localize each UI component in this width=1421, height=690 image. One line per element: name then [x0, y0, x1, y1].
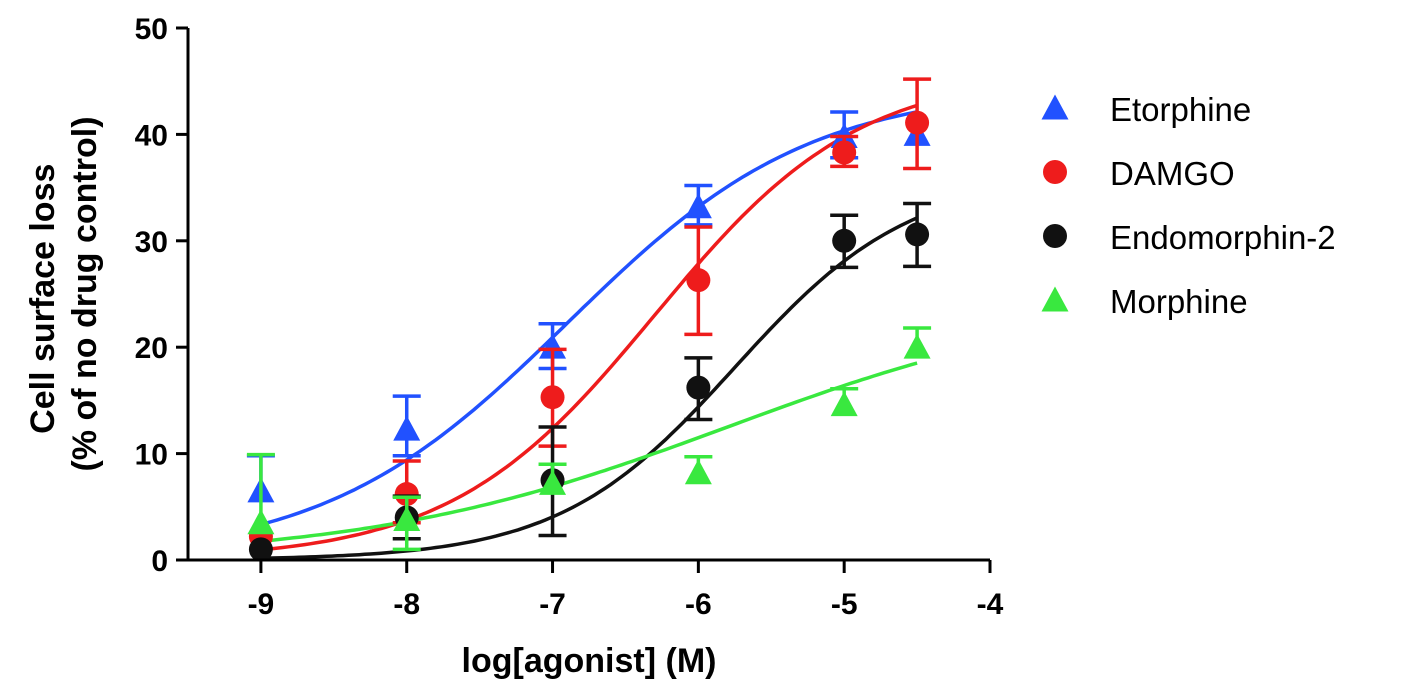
legend-label: Endomorphin-2: [1110, 219, 1336, 256]
morphine-point: [247, 509, 275, 535]
morphine-point: [684, 459, 712, 485]
y-tick-label: 30: [135, 226, 168, 259]
endomorphin-2-point: [905, 222, 930, 247]
x-tick-label: -6: [685, 588, 712, 621]
etorphine-point: [393, 415, 421, 441]
y-tick-label: 20: [135, 332, 168, 365]
x-ticks: -9 -8 -7 -6 -5 -4: [248, 560, 1004, 621]
y-tick-label: 0: [151, 545, 168, 578]
damgo-point: [686, 268, 711, 293]
legend-item-etorphine: Etorphine: [1041, 91, 1251, 128]
endomorphin-2-point: [832, 228, 857, 253]
legend-item-morphine: Morphine: [1041, 283, 1248, 320]
x-tick-label: -9: [248, 588, 275, 621]
axes: [186, 28, 990, 562]
y-tick-label: 40: [135, 119, 168, 152]
damgo-point: [905, 110, 930, 135]
legend-marker: [1041, 286, 1069, 312]
legend-label: Etorphine: [1110, 91, 1251, 128]
damgo-point: [832, 140, 857, 165]
damgo-point: [540, 385, 565, 410]
legend-marker: [1041, 94, 1069, 120]
etorphine-fit-curve: [260, 110, 918, 527]
legend-label: DAMGO: [1110, 155, 1235, 192]
etorphine-point: [684, 193, 712, 219]
etorphine-point: [539, 333, 567, 359]
morphine-series: [246, 326, 932, 552]
x-axis-title: log[agonist] (M): [462, 642, 717, 680]
y-axis-title: Cell surface loss (% of no drug control): [24, 116, 104, 471]
legend-item-damgo: DAMGO: [1043, 155, 1235, 192]
y-axis-title-line-2: (% of no drug control): [66, 116, 104, 471]
etorphine-series: [246, 110, 931, 503]
endomorphin-2-point: [686, 375, 711, 400]
morphine-point: [903, 333, 931, 359]
morphine-point: [830, 391, 858, 417]
morphine-point: [393, 506, 421, 532]
legend-item-endomorphin-2: Endomorphin-2: [1043, 219, 1336, 256]
y-tick-label: 10: [135, 439, 168, 472]
legend-marker: [1043, 224, 1067, 248]
y-axis-title-line-1: Cell surface loss: [24, 164, 62, 434]
y-tick-label: 50: [135, 13, 168, 46]
x-tick-label: -8: [393, 588, 420, 621]
legend: Etorphine DAMGO Endomorphin-2 Morphine: [1041, 91, 1336, 320]
morphine-point: [539, 469, 567, 495]
y-ticks: 0 10 20 30 40 50: [135, 13, 188, 578]
endomorphin-2-fit-curve: [260, 216, 918, 560]
damgo-fit-curve: [260, 103, 918, 552]
x-tick-label: -7: [539, 588, 566, 621]
legend-marker: [1043, 160, 1067, 184]
damgo-point: [394, 482, 419, 507]
endomorphin-2-series: [248, 201, 932, 562]
x-tick-label: -5: [831, 588, 858, 621]
plot-area: [246, 77, 932, 562]
x-tick-label: -4: [977, 588, 1004, 621]
endomorphin-2-point: [248, 537, 273, 562]
morphine-fit-curve: [260, 361, 918, 543]
legend-label: Morphine: [1110, 283, 1248, 320]
damgo-series: [248, 77, 932, 549]
